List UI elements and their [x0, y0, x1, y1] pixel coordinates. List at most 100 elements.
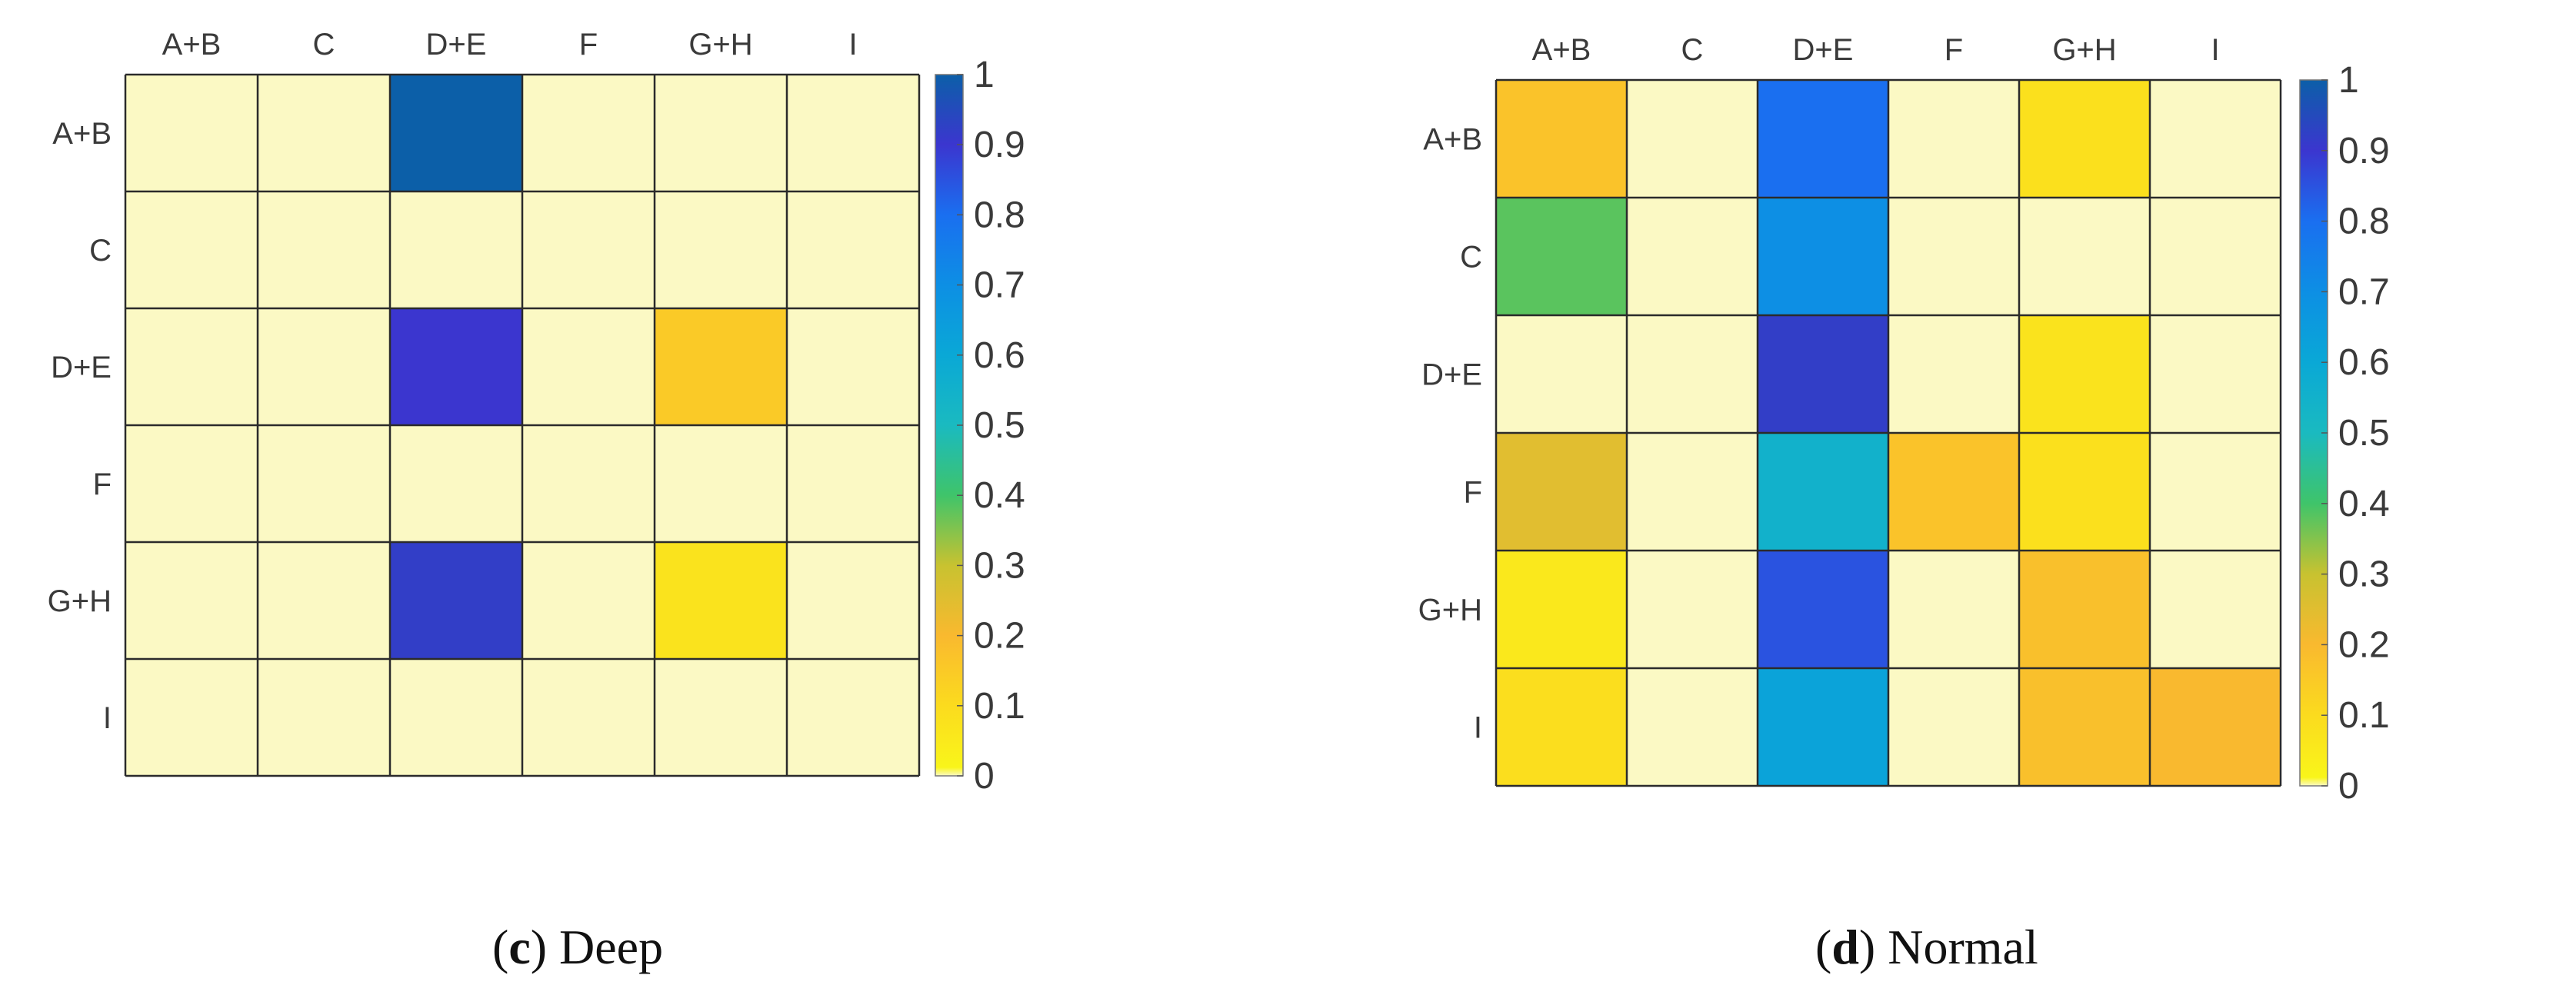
heatmap-cell	[655, 659, 787, 776]
x-tick-label: A+B	[1532, 33, 1591, 67]
heatmap-cell	[522, 308, 655, 425]
heatmap-cell	[1496, 551, 1627, 668]
colorbar-tick-label: 0.9	[2338, 131, 2390, 171]
colorbar-tick-label: 0.1	[2338, 695, 2390, 736]
heatmap-cell	[2019, 551, 2150, 668]
y-tick-label: F	[93, 468, 112, 501]
heatmap-cell	[125, 659, 258, 776]
heatmap-cell	[655, 75, 787, 191]
y-tick-label: I	[103, 701, 112, 735]
colorbar-tick-label: 0	[2338, 766, 2359, 807]
y-tick-label: I	[1474, 711, 1482, 745]
heatmap-cell	[1627, 668, 1758, 786]
heatmap-cell	[522, 191, 655, 308]
heatmap-cell	[2150, 80, 2281, 198]
colorbar-tick-label: 0.4	[974, 475, 1025, 516]
y-tick-label: C	[89, 234, 112, 268]
colorbar-tick-label: 0.2	[974, 616, 1025, 657]
heatmap-cell	[1496, 668, 1627, 786]
heatmap-cell	[1496, 315, 1627, 433]
heatmap-cell	[1758, 315, 1888, 433]
heatmap-cell	[522, 659, 655, 776]
colorbar-tick-label: 0.3	[2338, 554, 2390, 595]
x-tick-label: I	[2211, 33, 2219, 67]
heatmap-cell	[2019, 433, 2150, 551]
y-tick-label: C	[1460, 241, 1482, 275]
colorbar-tick-label: 0.9	[974, 125, 1025, 165]
colorbar-tick-label: 0.5	[974, 405, 1025, 446]
heatmap-cell	[787, 308, 919, 425]
x-tick-label: F	[579, 28, 598, 62]
heatmap-cell	[1758, 433, 1888, 551]
heatmap-cell	[1758, 80, 1888, 198]
heatmap-cell	[258, 542, 390, 659]
heatmap-cell	[1758, 668, 1888, 786]
heatmap-cell	[258, 659, 390, 776]
y-tick-label: G+H	[48, 584, 112, 618]
y-tick-label: D+E	[51, 351, 112, 384]
colorbar-tick-label: 1	[974, 55, 995, 95]
heatmap-cell	[2150, 551, 2281, 668]
heatmap-cell	[1758, 198, 1888, 315]
heatmap-cell	[787, 542, 919, 659]
x-tick-label: I	[848, 28, 857, 62]
x-tick-label: A+B	[162, 28, 222, 62]
heatmap-cell	[258, 425, 390, 542]
heatmap-cell	[2019, 80, 2150, 198]
heatmap-cell	[1627, 198, 1758, 315]
caption-normal: (d) Normal	[1815, 920, 2038, 974]
colorbar-tick-label: 0.7	[2338, 271, 2390, 312]
y-tick-label: F	[1464, 476, 1482, 510]
heatmap-cell	[522, 542, 655, 659]
heatmap-cell	[1496, 433, 1627, 551]
heatmap-cell	[1627, 433, 1758, 551]
x-tick-label: F	[1944, 33, 1963, 67]
heatmap-cell	[655, 191, 787, 308]
caption-letter: d	[1831, 920, 1859, 974]
heatmap-cell	[655, 542, 787, 659]
heatmap-cell	[390, 191, 522, 308]
heatmap-panel-deep: A+B C D+E F G+H I A+B C D+E F G+H I 0 0.1 0.2 0.3 0.4 0.5…	[48, 28, 1025, 797]
colorbar-tick-label: 0.7	[974, 265, 1025, 306]
caption-deep: (c) Deep	[492, 920, 664, 974]
heatmap-cell	[522, 75, 655, 191]
heatmap-cell	[2150, 668, 2281, 786]
heatmap-cell	[2150, 198, 2281, 315]
colorbar-tick-label: 0.1	[974, 686, 1025, 727]
colorbar-tick-label: 0.6	[974, 335, 1025, 376]
heatmap-cell	[787, 75, 919, 191]
caption-text: Normal	[1875, 920, 2038, 974]
heatmap-cell	[125, 425, 258, 542]
heatmap-cell	[2019, 198, 2150, 315]
heatmap-cell	[1888, 198, 2019, 315]
heatmap-cell	[1496, 80, 1627, 198]
heatmap-cell	[522, 425, 655, 542]
x-tick-label: D+E	[426, 28, 487, 62]
colorbar-tick-label: 0	[974, 756, 995, 797]
caption-letter: c	[508, 920, 531, 974]
heatmap-panel-normal: A+B C D+E F G+H I A+B C D+E F G+H I 0 0.1 0.2 0.3 0.4 0.5…	[1418, 33, 2390, 807]
heatmap-cell	[1888, 433, 2019, 551]
heatmap-cell	[125, 191, 258, 308]
heatmap-cell	[390, 425, 522, 542]
x-tick-label: G+H	[688, 28, 752, 62]
colorbar-tick-label: 0.8	[974, 195, 1025, 235]
y-tick-label: A+B	[1423, 123, 1482, 157]
heatmap-cell	[1627, 551, 1758, 668]
heatmap-cell	[390, 659, 522, 776]
heatmap-cell	[125, 75, 258, 191]
x-tick-label: D+E	[1793, 33, 1854, 67]
heatmap-cell	[258, 75, 390, 191]
heatmap-cell	[787, 659, 919, 776]
heatmap-cell	[1627, 315, 1758, 433]
heatmap-cell	[1888, 315, 2019, 433]
heatmap-cell	[125, 308, 258, 425]
heatmap-cell	[1888, 551, 2019, 668]
colorbar-tick-label: 0.4	[2338, 484, 2390, 524]
caption-text: Deep	[547, 920, 664, 974]
y-tick-label: D+E	[1421, 358, 1482, 392]
colorbar-tick-label: 0.8	[2338, 201, 2390, 242]
y-tick-label: A+B	[52, 117, 112, 151]
heatmap-cell	[1758, 551, 1888, 668]
